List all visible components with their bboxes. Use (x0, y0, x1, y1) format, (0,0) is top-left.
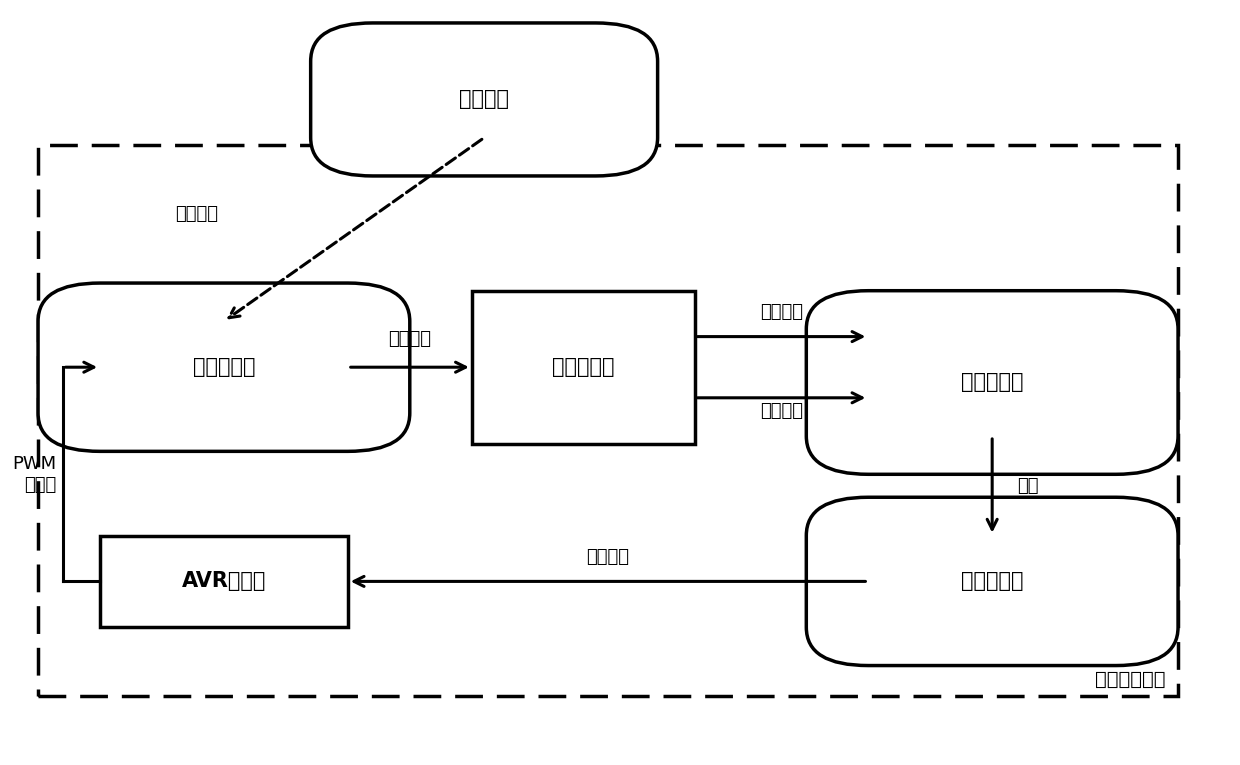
FancyBboxPatch shape (100, 536, 348, 627)
Text: 气动扭矩: 气动扭矩 (760, 402, 804, 420)
Text: 直流电源: 直流电源 (459, 90, 510, 109)
Text: 空气螺旋桨: 空气螺旋桨 (961, 373, 1023, 392)
FancyBboxPatch shape (38, 145, 1178, 696)
Text: 加速扭矩: 加速扭矩 (760, 303, 804, 321)
Text: 光电传感器: 光电传感器 (961, 571, 1023, 591)
Text: 地面测试装置: 地面测试装置 (1095, 669, 1166, 688)
Text: PWM
信号值: PWM 信号值 (12, 455, 57, 493)
FancyBboxPatch shape (38, 283, 409, 451)
FancyBboxPatch shape (806, 291, 1178, 474)
Text: 直流电动机: 直流电动机 (552, 357, 615, 377)
Text: 定常电压: 定常电压 (175, 205, 218, 223)
Text: 电子调速器: 电子调速器 (192, 357, 255, 377)
Text: AVR单片机: AVR单片机 (182, 571, 267, 591)
FancyBboxPatch shape (806, 497, 1178, 666)
Text: 转速: 转速 (1017, 477, 1038, 495)
Text: 转速采集: 转速采集 (587, 548, 630, 566)
Text: 调制电压: 调制电压 (388, 330, 432, 348)
FancyBboxPatch shape (471, 291, 694, 444)
FancyBboxPatch shape (311, 23, 657, 176)
